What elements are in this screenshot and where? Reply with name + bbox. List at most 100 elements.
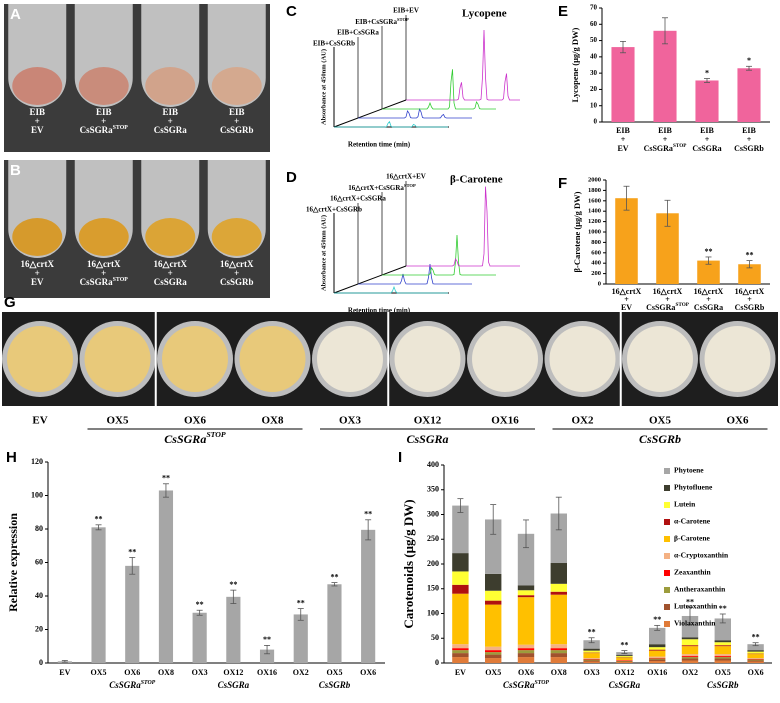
panel-letter: A: [10, 6, 21, 23]
bar-segment: [485, 650, 502, 653]
x-tick-label: +: [663, 135, 668, 144]
error-bar: [230, 589, 237, 604]
tube-content: [78, 67, 129, 105]
tube-label: EIB: [96, 107, 112, 117]
x-tick-label: OX5: [485, 668, 501, 677]
bar-segment: [452, 657, 469, 663]
bar-segment: [583, 648, 600, 651]
x-tick-label: OX8: [551, 668, 567, 677]
significance-label: **: [162, 474, 170, 483]
y-tick-label: 40: [35, 591, 43, 600]
tube-label-base: CsSGRa: [80, 125, 114, 135]
bar-segment: [714, 656, 731, 658]
trace-label: EIB+EV: [393, 7, 419, 15]
dish-content: [7, 326, 73, 392]
y-axis-label: Absorbance at 450nm (AU): [320, 215, 327, 291]
x-tick-label: CsSGRaSTOP: [646, 302, 690, 312]
bar-segment: [550, 583, 567, 592]
group-label-sup: STOP: [141, 680, 156, 686]
error-bar: [61, 660, 68, 663]
significance-label: **: [95, 515, 103, 524]
bar-segment: [517, 650, 535, 654]
bar-segment: [714, 642, 731, 646]
y-tick-label: 70: [590, 4, 598, 12]
significance-label: **: [705, 247, 713, 256]
y-tick-label: 400: [591, 260, 601, 267]
error-bar: [746, 260, 753, 269]
trace-label: EIB+CsSGRaSTOP: [355, 17, 409, 26]
group-label: CsSGRaSTOP: [164, 430, 226, 445]
trace: [406, 186, 520, 267]
bar-segment: [616, 662, 633, 663]
x-tick-label: CsSGRa: [694, 303, 723, 312]
y-axis-label: β-Carotene (μg/g DW): [572, 191, 582, 272]
bar: [327, 584, 342, 663]
x-tick-label: OX16: [647, 668, 667, 677]
x-tick-label: +: [747, 135, 752, 144]
bar-segment: [485, 600, 502, 605]
panel-letter: E: [558, 3, 568, 20]
error-bar: [746, 65, 752, 71]
bar-segment: [747, 660, 764, 662]
bar-segment: [550, 648, 567, 651]
tube-content: [145, 67, 196, 105]
dish-content: [239, 326, 306, 392]
error-bar: [523, 519, 529, 549]
x-tick-label: OX5: [91, 668, 107, 677]
x-tick-label: 16△crtX: [653, 287, 683, 296]
trace-label: EIB+CsSGRb: [313, 40, 355, 48]
tube-label: CsSGRaSTOP: [80, 277, 129, 287]
bar: [653, 30, 677, 122]
legend-label: Lutein: [674, 500, 696, 509]
y-tick-label: 80: [35, 524, 43, 533]
x-tick-label: 16△crtX: [612, 287, 642, 296]
dish-content: [627, 326, 693, 392]
tube-label: EV: [31, 125, 44, 135]
tube-label: CsSGRb: [220, 125, 254, 135]
bar-segment: [583, 660, 600, 662]
x-axis-label: Retention time (min): [348, 307, 411, 315]
legend-label: Antheraxanthin: [674, 585, 726, 594]
chromatogram-title: Lycopene: [462, 8, 507, 20]
error-bar: [654, 624, 661, 631]
y-tick-label: 1200: [588, 218, 601, 225]
x-tick-label: CsSGRb: [734, 144, 764, 153]
group-label-sup: STOP: [535, 680, 550, 686]
legend-swatch: [664, 468, 670, 474]
dish-content: [549, 326, 616, 392]
error-bar: [162, 483, 169, 498]
x-tick-label: EV: [455, 668, 466, 677]
tube-label: 16△crtX: [87, 259, 121, 269]
bar-segment: [517, 657, 535, 663]
legend-label: β-Carotene: [674, 534, 711, 543]
significance-label: **: [297, 598, 305, 607]
significance-label: **: [719, 604, 727, 613]
y-axis-label: Relative expression: [6, 513, 20, 612]
y-tick-label: 800: [591, 239, 601, 246]
significance-label: **: [128, 547, 136, 556]
tube-label-base: CsSGRa: [80, 277, 114, 287]
bar-segment: [714, 645, 731, 647]
y-tick-label: 1600: [588, 197, 601, 204]
legend-label: Zeaxanthin: [674, 568, 712, 577]
bar-segment: [452, 644, 469, 649]
x-tick-label: OX16: [257, 668, 277, 677]
bar: [293, 614, 308, 663]
x-tick-label: OX8: [158, 668, 174, 677]
error-bar: [129, 557, 136, 575]
group-label-sup: STOP: [206, 430, 226, 439]
legend-swatch: [664, 502, 670, 508]
bar-segment: [747, 650, 764, 652]
bar-segment: [714, 660, 731, 663]
error-bar: [588, 637, 595, 644]
y-tick-label: 1400: [588, 208, 601, 215]
bar-segment: [517, 585, 535, 591]
bar-segment: [452, 584, 469, 594]
tube-label: 16△crtX: [220, 259, 254, 269]
bar-segment: [485, 646, 502, 651]
bar-segment: [517, 653, 535, 658]
bar-segment: [485, 604, 502, 647]
bar: [259, 649, 275, 663]
tube-label: 16△crtX: [154, 259, 188, 269]
panel-letter: I: [398, 449, 402, 466]
